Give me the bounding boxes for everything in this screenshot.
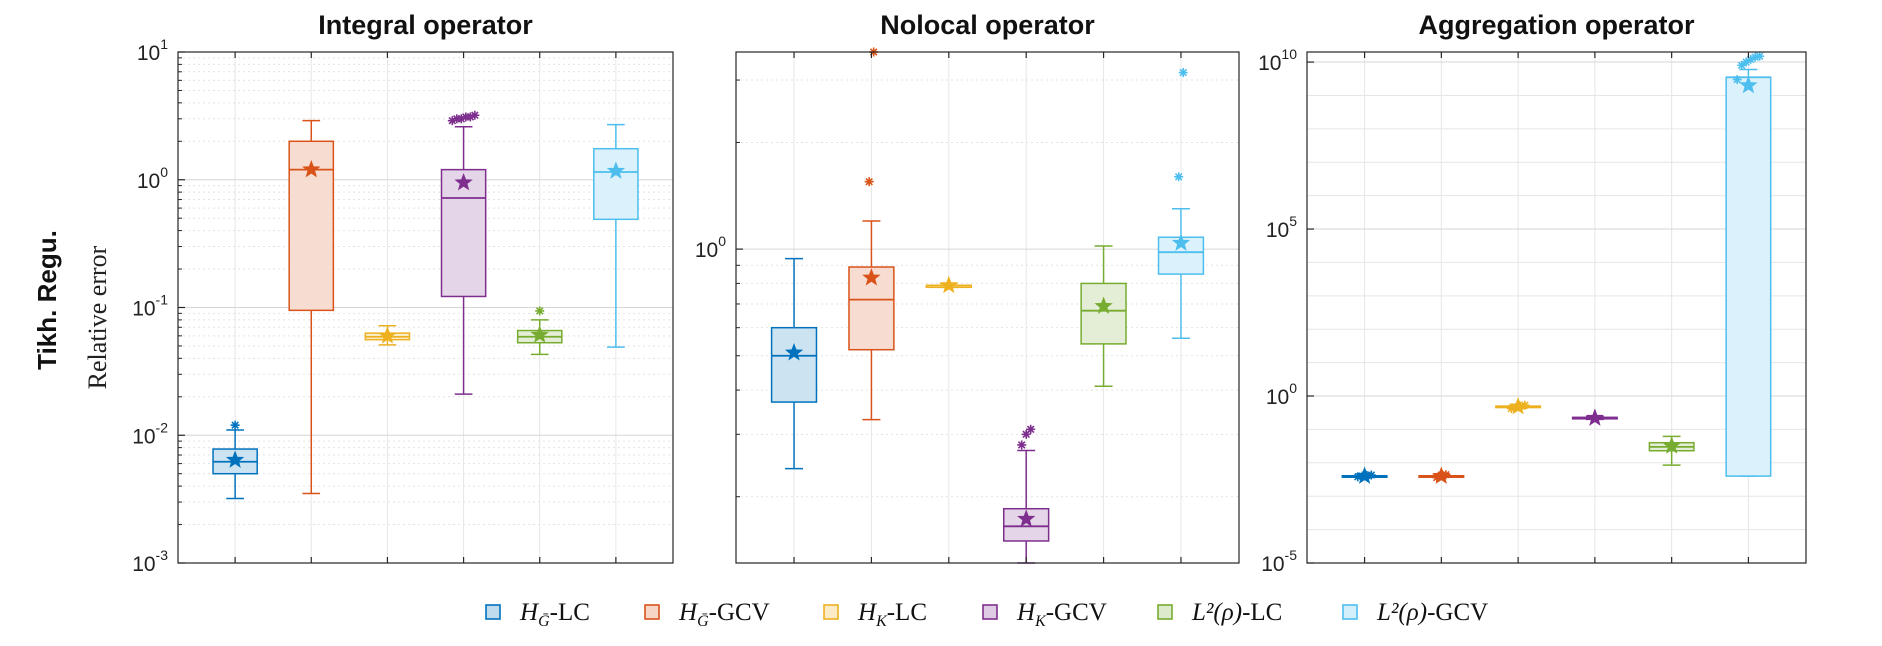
box-HG-GCV [1418,466,1465,484]
outlier-marker [535,306,545,316]
panel-title: Nolocal operator [880,10,1095,40]
box-L2-LC [516,306,563,356]
outlier-marker [1755,51,1765,61]
box-iqr [1157,236,1205,275]
y-tick-label: 100 [1266,380,1297,409]
y-tick-label: 100 [137,164,168,193]
mean-marker [1355,466,1374,484]
box-iqr [1725,76,1772,477]
outlier-marker [447,116,457,126]
legend-swatch [823,604,839,620]
legend-item: HḠ-LC [485,599,590,630]
outlier-marker [864,177,874,187]
axes-frame [735,51,1240,564]
mean-marker [225,450,245,468]
legend-item: HḠ-GCV [644,599,770,630]
legend: HḠ-LC HḠ-GCV HK-LC HK-GCV L²(ρ)-LC L²(ρ)-GCV [485,599,1488,630]
legend-label: L²(ρ)-LC [1191,599,1282,626]
box-iqr [593,147,639,221]
panel-2: Nolocal operator 100 [695,10,1240,564]
box-iqr [770,326,818,403]
panel-1: Integral operator 101 100 10-1 10-2 10-3 Relat… [83,10,674,576]
mean-marker [1585,408,1605,426]
box-HK-LC [1495,397,1542,415]
y-tick-label: 105 [1266,213,1297,242]
mean-marker [939,275,958,294]
outlier-marker [1017,440,1027,450]
panel-3: Aggregation operator 1010 105 100 10-5 [1258,10,1807,576]
y-tick-label: 10-5 [1261,547,1297,576]
box-HG-LC [212,420,258,500]
mean-marker [1739,75,1758,94]
box-L2-GCV [593,123,639,348]
y-tick-label: 10-2 [132,419,168,448]
outlier-marker [1174,172,1184,182]
outlier-marker [470,110,480,120]
mean-marker [1508,397,1528,415]
mean-marker [302,159,321,178]
legend-swatch [1157,604,1173,620]
y-tick-label: 10-3 [132,547,168,576]
legend-swatch [485,604,501,620]
box-HK-LC [364,324,411,346]
axes-frame [1306,51,1807,564]
mean-marker [606,161,626,179]
legend-swatch [1342,604,1358,620]
mean-marker [784,343,804,361]
legend-label: HḠ-GCV [678,599,770,630]
outlier-marker [1178,68,1188,78]
panel-title: Aggregation operator [1418,10,1695,40]
y-minor-ticks [178,57,182,526]
box-HK-LC [925,275,972,294]
y-tick-label: 100 [695,233,726,262]
outlier-marker [1026,424,1036,434]
box-HG-LC [770,257,818,470]
box-L2-GCV [1157,68,1205,340]
panel-title: Integral operator [318,10,533,40]
legend-label: HḠ-LC [519,599,590,630]
legend-item: HK-GCV [982,599,1107,630]
box-iqr [1080,282,1127,345]
y-axis-label: Relative error [83,245,112,389]
legend-item: L²(ρ)-LC [1157,599,1282,626]
outlier-marker [1732,75,1742,85]
legend-item: L²(ρ)-GCV [1342,599,1488,626]
box-HG-GCV [288,119,335,495]
mean-marker [1432,466,1451,484]
box-HK-GCV [1003,424,1050,564]
box-iqr [440,168,487,298]
box-HK-GCV [1571,408,1618,426]
y-tick-label: 101 [137,36,168,65]
legend-swatch [644,604,660,620]
legend-label: HK-LC [857,599,927,630]
mean-marker [454,172,473,191]
y-tick-label: 1010 [1258,46,1297,75]
mean-marker [1662,436,1681,454]
mean-marker [1017,509,1036,527]
legend-item: HK-LC [823,599,927,630]
legend-label: L²(ρ)-GCV [1376,599,1488,626]
y-tick-label: 10-1 [132,292,168,321]
outlier-marker [230,420,240,430]
mean-marker [1094,296,1113,315]
mean-marker [378,326,397,344]
box-HG-LC [1341,466,1388,484]
y-minor-ticks [736,79,740,498]
mean-marker [862,268,881,286]
box-L2-GCV [1725,51,1772,477]
legend-swatch [982,604,998,620]
row-label: Tikh. Regu. [32,230,62,370]
box-HK-GCV [440,110,487,395]
mean-marker [530,325,549,343]
box-L2-LC [1648,435,1695,466]
minor-grid [736,79,1239,498]
legend-label: HK-GCV [1016,599,1107,630]
mean-marker [1171,233,1191,251]
box-L2-LC [1080,245,1127,388]
